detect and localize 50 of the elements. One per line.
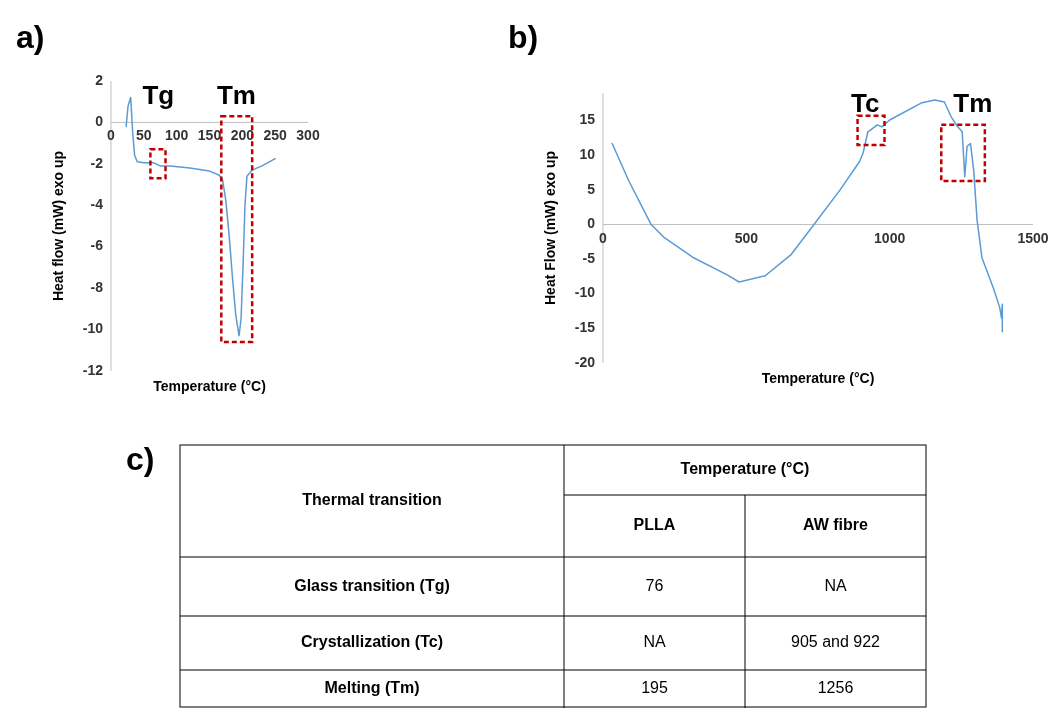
y-tick-label: 0: [95, 113, 104, 130]
text: Melting (Tm): [324, 679, 420, 697]
text: Temperature (°C): [680, 460, 810, 478]
y-tick-label: -20: [574, 353, 596, 370]
x-tick-label: 150: [197, 127, 222, 144]
text: c): [126, 441, 155, 477]
text: 1256: [817, 679, 854, 697]
x-tick-label: 250: [263, 127, 288, 144]
y-tick-label: -4: [90, 195, 104, 212]
text: 76: [645, 576, 664, 594]
text: 905 and 922: [791, 633, 881, 651]
chart-title: a): [16, 19, 45, 55]
text: AW fibre: [803, 516, 869, 534]
x-axis-title: Temperature (°C): [153, 378, 266, 394]
x-tick-label: 300: [296, 127, 320, 144]
y-tick-label: -2: [90, 154, 104, 171]
text: Thermal transition: [302, 491, 442, 509]
text: NA: [824, 576, 847, 594]
text: NA: [643, 633, 666, 651]
y-tick-label: 15: [579, 111, 596, 128]
x-tick-label: 0: [599, 229, 608, 246]
y-tick-label: 0: [587, 215, 596, 232]
y-tick-label: -10: [82, 320, 104, 337]
y-tick-label: -6: [90, 237, 104, 254]
y-tick-label: 5: [587, 180, 596, 197]
x-tick-label: 50: [136, 127, 152, 144]
y-axis-title: Heat flow (mW) exo up: [50, 150, 66, 302]
annotation: Tm: [216, 79, 256, 110]
text: PLLA: [633, 516, 676, 534]
annotation: Tm: [953, 88, 993, 119]
text: 195: [641, 679, 668, 697]
y-tick-label: -12: [82, 361, 104, 378]
y-tick-label: -8: [90, 278, 104, 295]
x-tick-label: 100: [164, 127, 189, 144]
annotation: Tg: [142, 79, 175, 110]
annotation: Tc: [851, 87, 880, 118]
y-tick-label: -15: [574, 319, 596, 336]
x-tick-label: 1500: [1017, 229, 1049, 246]
y-tick-label: -10: [574, 284, 596, 301]
x-axis-title: Temperature (°C): [761, 370, 875, 386]
y-tick-label: 2: [95, 71, 104, 88]
x-tick-label: 500: [734, 229, 759, 246]
y-tick-label: -5: [582, 249, 596, 266]
text: Glass transition (Tg): [294, 576, 450, 594]
x-tick-label: 0: [107, 127, 116, 144]
chart-title: b): [508, 19, 539, 55]
y-tick-label: 10: [579, 146, 596, 163]
x-tick-label: 1000: [874, 229, 906, 246]
text: Crystallization (Tc): [301, 633, 443, 651]
y-axis-title: Heat Flow (mW) exo up: [542, 151, 558, 305]
